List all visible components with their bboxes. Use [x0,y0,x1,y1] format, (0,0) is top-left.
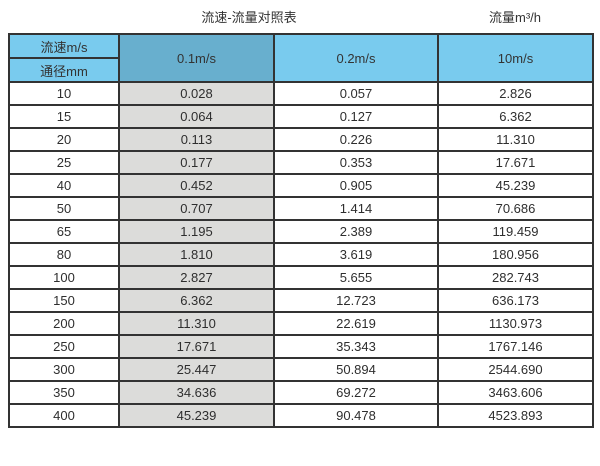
flow-value-cell: 12.723 [273,288,439,313]
diameter-cell: 25 [8,150,120,175]
header-diameter-label: 通径mm [8,57,120,83]
diameter-cell: 15 [8,104,120,129]
flow-value-cell: 0.057 [273,81,439,106]
flow-value-cell: 69.272 [273,380,439,405]
flow-value-cell: 282.743 [437,265,594,290]
diameter-cell: 350 [8,380,120,405]
flow-value-cell: 45.239 [118,403,275,428]
flow-value-cell: 0.707 [118,196,275,221]
header-col-0.1ms: 0.1m/s [118,33,275,83]
diameter-cell: 65 [8,219,120,244]
flow-value-cell: 70.686 [437,196,594,221]
diameter-cell: 150 [8,288,120,313]
flow-value-cell: 1.810 [118,242,275,267]
flow-value-cell: 1.195 [118,219,275,244]
flow-value-cell: 11.310 [118,311,275,336]
table-row: 150 6.362 12.723 636.173 [8,288,594,313]
diameter-cell: 40 [8,173,120,198]
flow-value-cell: 4523.893 [437,403,594,428]
diameter-cell: 400 [8,403,120,428]
header-col-0.2ms: 0.2m/s [273,33,439,83]
flow-value-cell: 90.478 [273,403,439,428]
flow-value-cell: 34.636 [118,380,275,405]
flow-value-cell: 0.177 [118,150,275,175]
flow-value-cell: 2.389 [273,219,439,244]
flow-value-cell: 3.619 [273,242,439,267]
flow-value-cell: 1.414 [273,196,439,221]
table-title: 流速-流量对照表 [201,10,297,25]
table-row: 10 0.028 0.057 2.826 [8,81,594,106]
flow-value-cell: 0.226 [273,127,439,152]
flow-value-cell: 180.956 [437,242,594,267]
table-row: 80 1.810 3.619 180.956 [8,242,594,267]
diameter-cell: 50 [8,196,120,221]
header-col-10ms: 10m/s [437,33,594,83]
table-row: 20 0.113 0.226 11.310 [8,127,594,152]
table-row: 250 17.671 35.343 1767.146 [8,334,594,359]
flow-value-cell: 0.905 [273,173,439,198]
flow-value-cell: 1767.146 [437,334,594,359]
flow-value-cell: 2.826 [437,81,594,106]
flow-value-cell: 6.362 [118,288,275,313]
flow-value-cell: 5.655 [273,265,439,290]
table-header: 流速m/s 0.1m/s 0.2m/s 10m/s 通径mm [8,33,594,83]
table-row: 350 34.636 69.272 3463.606 [8,380,594,405]
diameter-cell: 300 [8,357,120,382]
table-row: 65 1.195 2.389 119.459 [8,219,594,244]
flow-rate-table: 流速m/s 0.1m/s 0.2m/s 10m/s 通径mm 10 0.028 0.… [8,33,594,428]
flow-value-cell: 50.894 [273,357,439,382]
diameter-cell: 20 [8,127,120,152]
table-row: 300 25.447 50.894 2544.690 [8,357,594,382]
table-row: 200 11.310 22.619 1130.973 [8,311,594,336]
flow-value-cell: 17.671 [437,150,594,175]
diameter-cell: 100 [8,265,120,290]
table-row: 25 0.177 0.353 17.671 [8,150,594,175]
flow-value-cell: 35.343 [273,334,439,359]
table-row: 400 45.239 90.478 4523.893 [8,403,594,428]
flow-value-cell: 2.827 [118,265,275,290]
flow-value-cell: 11.310 [437,127,594,152]
header-velocity-label: 流速m/s [8,33,120,59]
table-row: 50 0.707 1.414 70.686 [8,196,594,221]
table-row: 100 2.827 5.655 282.743 [8,265,594,290]
flow-value-cell: 0.452 [118,173,275,198]
flow-value-cell: 119.459 [437,219,594,244]
diameter-cell: 10 [8,81,120,106]
flow-value-cell: 0.353 [273,150,439,175]
flow-value-cell: 22.619 [273,311,439,336]
flow-value-cell: 3463.606 [437,380,594,405]
table-body: 10 0.028 0.057 2.826 15 0.064 0.127 6.362 20 0.11… [8,81,594,428]
table-row: 40 0.452 0.905 45.239 [8,173,594,198]
flow-value-cell: 0.028 [118,81,275,106]
diameter-cell: 80 [8,242,120,267]
flow-value-cell: 6.362 [437,104,594,129]
flow-value-cell: 2544.690 [437,357,594,382]
diameter-cell: 200 [8,311,120,336]
flow-value-cell: 0.064 [118,104,275,129]
flow-value-cell: 636.173 [437,288,594,313]
flow-value-cell: 1130.973 [437,311,594,336]
diameter-cell: 250 [8,334,120,359]
flow-value-cell: 17.671 [118,334,275,359]
flow-value-cell: 25.447 [118,357,275,382]
flow-value-cell: 0.127 [273,104,439,129]
flow-value-cell: 45.239 [437,173,594,198]
flow-value-cell: 0.113 [118,127,275,152]
flow-unit-label: 流量m³/h [488,10,542,25]
table-row: 15 0.064 0.127 6.362 [8,104,594,129]
title-bar: 流速-流量对照表 流量m³/h [0,0,600,33]
